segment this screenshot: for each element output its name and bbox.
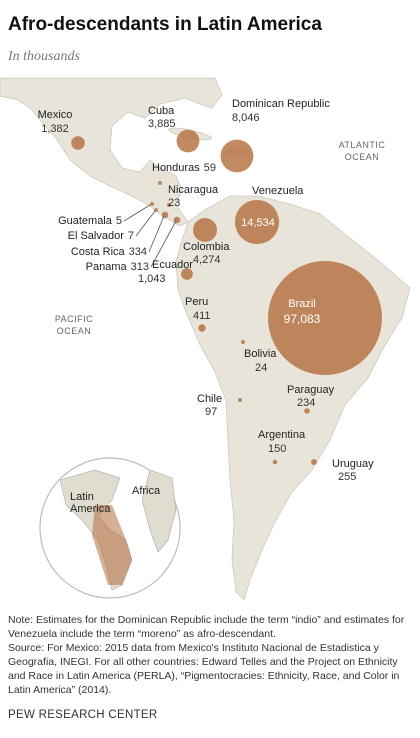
bubble (268, 261, 382, 375)
globe-inset (39, 457, 181, 599)
country-name: Cuba (148, 105, 175, 117)
credit: PEW RESEARCH CENTER (8, 709, 158, 721)
bubble (150, 202, 154, 206)
title: Afro-descendants in Latin America (8, 14, 322, 35)
country-label: Panama 313 (86, 261, 149, 273)
country-name: Argentina (258, 429, 306, 441)
globe-label: Latin (70, 491, 94, 503)
country-name: Panama (86, 261, 128, 273)
value-label: 411 (193, 310, 211, 322)
bubble (193, 218, 217, 242)
ocean-label: PACIFIC (55, 314, 93, 324)
value-label: 23 (168, 197, 180, 209)
value-label: 14,534 (241, 217, 275, 229)
bubble (158, 181, 162, 185)
country-label: Guatemala 5 (58, 215, 122, 227)
value-label: 255 (338, 471, 356, 483)
value-label: 97 (205, 406, 217, 418)
value-label: 234 (297, 397, 315, 409)
bubble (176, 129, 200, 153)
leader-line (150, 220, 177, 268)
value-label: 1,382 (41, 123, 69, 135)
country-name: Colombia (183, 241, 230, 253)
bubble (71, 136, 85, 150)
bubble (304, 408, 310, 414)
bubble (161, 211, 169, 219)
country-name: Dominican Republic (232, 98, 330, 110)
value-label: 5 (116, 215, 122, 227)
ocean-label: ATLANTIC (339, 140, 386, 150)
country-name: Uruguay (332, 458, 374, 470)
globe-label: Africa (132, 485, 161, 497)
bubble (311, 459, 317, 465)
value-label: 7 (128, 230, 134, 242)
bubble (238, 398, 242, 402)
bubble (220, 139, 254, 173)
north-america (0, 77, 223, 227)
country-name: Paraguay (287, 384, 335, 396)
leader-line (148, 215, 165, 253)
ocean-label: OCEAN (57, 326, 92, 336)
bubble (241, 340, 245, 344)
value-label: 334 (129, 246, 147, 258)
value-label: 59 (204, 162, 216, 174)
value-label: 3,885 (148, 118, 176, 130)
country-label: El Salvador 7 (68, 230, 134, 242)
country-name: Ecuador (152, 259, 193, 271)
country-name: Bolivia (244, 348, 277, 360)
country-name: Honduras (152, 162, 200, 174)
value-label: 150 (268, 443, 286, 455)
country-name: Venezuela (252, 185, 304, 197)
bubble (173, 216, 181, 224)
value-label: 313 (131, 261, 149, 273)
map: Afro-descendants in Latin America In tho… (0, 14, 411, 601)
country-name: Nicaragua (168, 184, 219, 196)
globe-label: America (70, 503, 111, 515)
country-name: Brazil (288, 298, 316, 310)
bubble (167, 203, 171, 207)
source: Source: For Mexico: 2015 data from Mexic… (8, 642, 400, 696)
bubble (181, 268, 193, 280)
country-name: Peru (185, 296, 208, 308)
bubble (272, 459, 278, 465)
leader-line (123, 204, 151, 222)
value-label: 8,046 (232, 112, 260, 124)
bubble (234, 199, 280, 245)
leader-line (135, 210, 156, 237)
globe-africa (141, 469, 177, 553)
country-name: Costa Rica (71, 246, 126, 258)
bubble (198, 324, 206, 332)
ocean-label: OCEAN (345, 152, 380, 162)
country-name: El Salvador (68, 230, 125, 242)
subtitle: In thousands (7, 49, 81, 64)
value-label: 24 (255, 362, 267, 374)
country-name: Guatemala (58, 215, 113, 227)
value-label: 97,083 (284, 312, 321, 326)
note: Note: Estimates for the Dominican Republ… (8, 614, 405, 640)
country-label: Costa Rica 334 (71, 246, 147, 258)
globe-highlight (92, 505, 132, 585)
country-label: Honduras 59 (152, 162, 216, 174)
country-name: Chile (197, 393, 222, 405)
value-label: 4,274 (193, 254, 221, 266)
country-name: Mexico (38, 109, 73, 121)
value-label: 1,043 (138, 273, 166, 285)
